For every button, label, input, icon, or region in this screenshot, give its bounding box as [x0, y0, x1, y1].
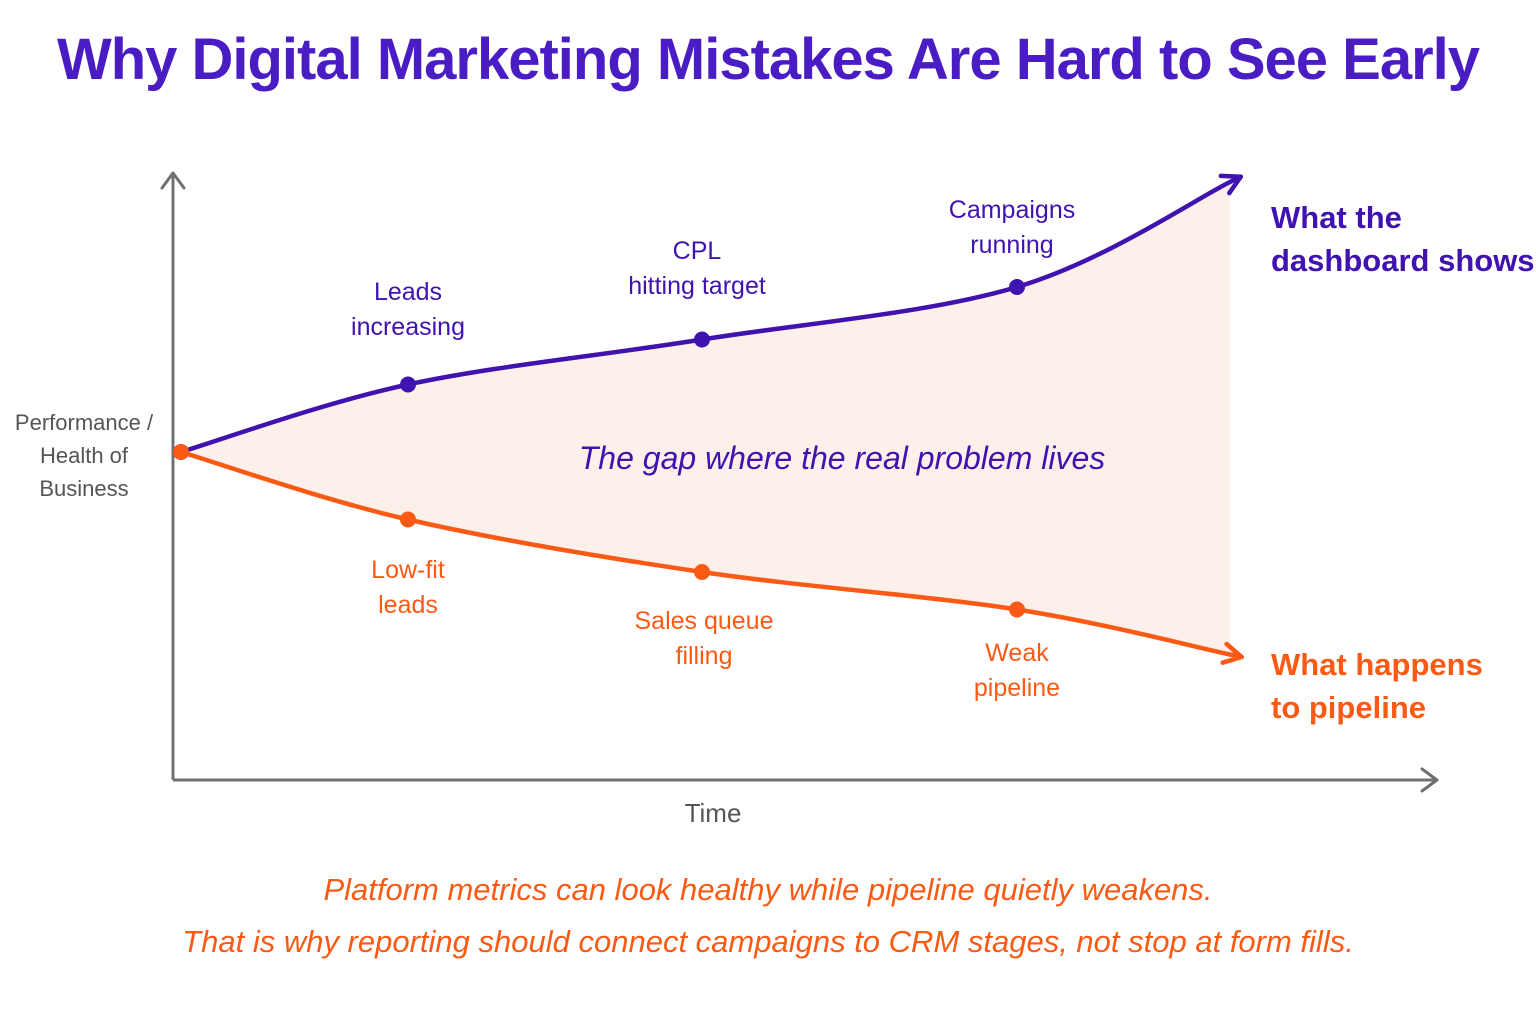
- pipeline-point: [1009, 601, 1025, 618]
- dashboard-arrowhead: [1218, 173, 1244, 196]
- pipeline-point: [173, 444, 189, 460]
- y-axis-label-line: Health of: [40, 443, 129, 468]
- pipeline-point-label: Weak pipeline: [974, 639, 1060, 702]
- y-axis-label-line: Business: [39, 476, 128, 501]
- dashboard-series-label-line: What the: [1271, 200, 1402, 235]
- y-axis-label: Performance / Health of Business: [15, 410, 154, 501]
- y-axis-arrow: [160, 171, 186, 190]
- pipeline-series-label-line: to pipeline: [1271, 690, 1426, 725]
- x-axis-arrow: [1420, 767, 1439, 793]
- footer-line-2: That is why reporting should connect cam…: [182, 924, 1354, 959]
- dashboard-point-label: Campaigns running: [949, 196, 1075, 259]
- pipeline-point-label-line: pipeline: [974, 674, 1060, 702]
- pipeline-point-label-line: leads: [378, 591, 438, 619]
- dashboard-point-label-line: hitting target: [628, 272, 766, 300]
- dashboard-series-label-line: dashboard shows: [1271, 243, 1535, 278]
- pipeline-series-label: What happens to pipeline: [1271, 647, 1483, 725]
- dashboard-point-label: CPL hitting target: [628, 237, 766, 300]
- dashboard-point-label: Leads increasing: [351, 278, 465, 341]
- pipeline-series-label-line: What happens: [1271, 647, 1483, 682]
- pipeline-point-label: Low-fit leads: [371, 556, 445, 619]
- dashboard-point: [400, 376, 416, 393]
- dashboard-series-label: What the dashboard shows: [1271, 200, 1535, 278]
- pipeline-point-label-line: filling: [676, 642, 733, 670]
- gap-annotation: The gap where the real problem lives: [579, 440, 1106, 476]
- x-axis-label: Time: [685, 798, 742, 828]
- dashboard-point-label-line: increasing: [351, 313, 465, 341]
- pipeline-point-label: Sales queue filling: [634, 607, 773, 670]
- footer-line-1: Platform metrics can look healthy while …: [323, 872, 1213, 907]
- pipeline-point-label-line: Low-fit: [371, 556, 445, 584]
- dashboard-point-label-line: Campaigns: [949, 196, 1075, 224]
- pipeline-point: [400, 511, 416, 528]
- y-axis-label-line: Performance /: [15, 410, 154, 435]
- dashboard-point: [694, 331, 710, 348]
- dashboard-point: [1009, 279, 1025, 295]
- dashboard-point-label-line: CPL: [673, 237, 722, 265]
- pipeline-arrowhead: [1220, 641, 1244, 665]
- pipeline-point-label-line: Sales queue: [634, 607, 773, 635]
- chart-title: Why Digital Marketing Mistakes Are Hard …: [56, 27, 1480, 92]
- dashboard-point-label-line: Leads: [374, 278, 442, 306]
- pipeline-point-label-line: Weak: [985, 639, 1049, 667]
- pipeline-point: [694, 564, 710, 580]
- dashboard-point-label-line: running: [970, 231, 1053, 259]
